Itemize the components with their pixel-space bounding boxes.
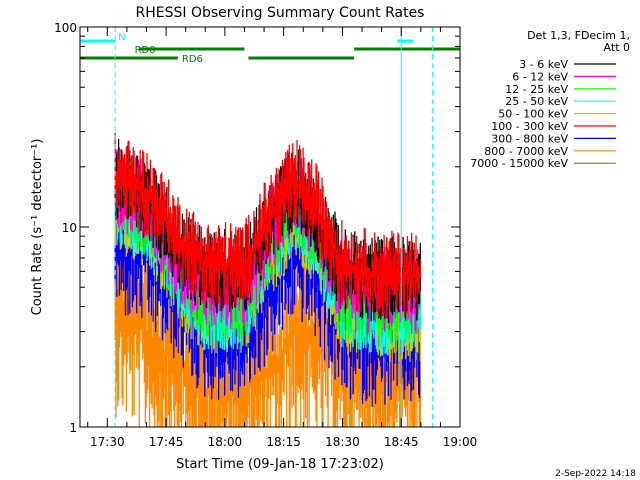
series-line <box>114 306 421 393</box>
x-tick-label: 18:00 <box>208 435 243 449</box>
legend-entry-label: 50 - 100 keV <box>498 108 568 121</box>
annotation-layer: N RD0 RD6 <box>80 27 460 427</box>
legend-entry-label: 3 - 6 keV <box>519 58 568 71</box>
legend-entry-label: 25 - 50 keV <box>505 95 568 108</box>
series-5 <box>114 132 421 319</box>
y-tick-label: 1 <box>69 421 77 435</box>
annotation-label: N <box>118 32 125 43</box>
legend-entry-label: 6 - 12 keV <box>512 70 568 83</box>
legend-header-line-1: Det 1,3, FDecim 1, <box>527 29 630 42</box>
x-tick-label: 18:45 <box>384 435 419 449</box>
chart-title: RHESSI Observing Summary Count Rates <box>136 5 425 21</box>
footer-date: 2-Sep-2022 14:18 <box>555 469 636 479</box>
x-axis: 17:30 17:45 18:00 18:15 18:30 18:45 19:00 <box>87 27 478 449</box>
x-tick-label: 19:00 <box>443 435 478 449</box>
legend-entry-label: 7000 - 15000 keV <box>470 157 568 170</box>
annotation-label: RD0 <box>135 45 156 56</box>
annotation-label: RD6 <box>182 54 203 65</box>
legend-header-line-2: Att 0 <box>604 41 630 54</box>
y-axis: 1 10 100 <box>54 21 460 435</box>
legend-entry-label: 12 - 25 keV <box>505 83 568 96</box>
data-band-layer <box>114 132 421 427</box>
x-tick-label: 18:30 <box>325 435 360 449</box>
legend-entry-label: 100 - 300 keV <box>491 120 568 133</box>
legend-entry-label: 800 - 7000 keV <box>484 145 568 158</box>
legend-entry-label: 300 - 800 keV <box>491 132 568 145</box>
x-axis-label: Start Time (09-Jan-18 17:23:02) <box>176 457 384 472</box>
y-tick-label: 10 <box>62 221 77 235</box>
y-tick-label: 100 <box>54 21 77 35</box>
x-tick-label: 17:45 <box>149 435 184 449</box>
x-tick-label: 17:30 <box>90 435 125 449</box>
series-line <box>114 175 421 275</box>
x-tick-label: 18:15 <box>266 435 301 449</box>
y-axis-label: Count Rate (s⁻¹ detector⁻¹) <box>30 139 45 316</box>
